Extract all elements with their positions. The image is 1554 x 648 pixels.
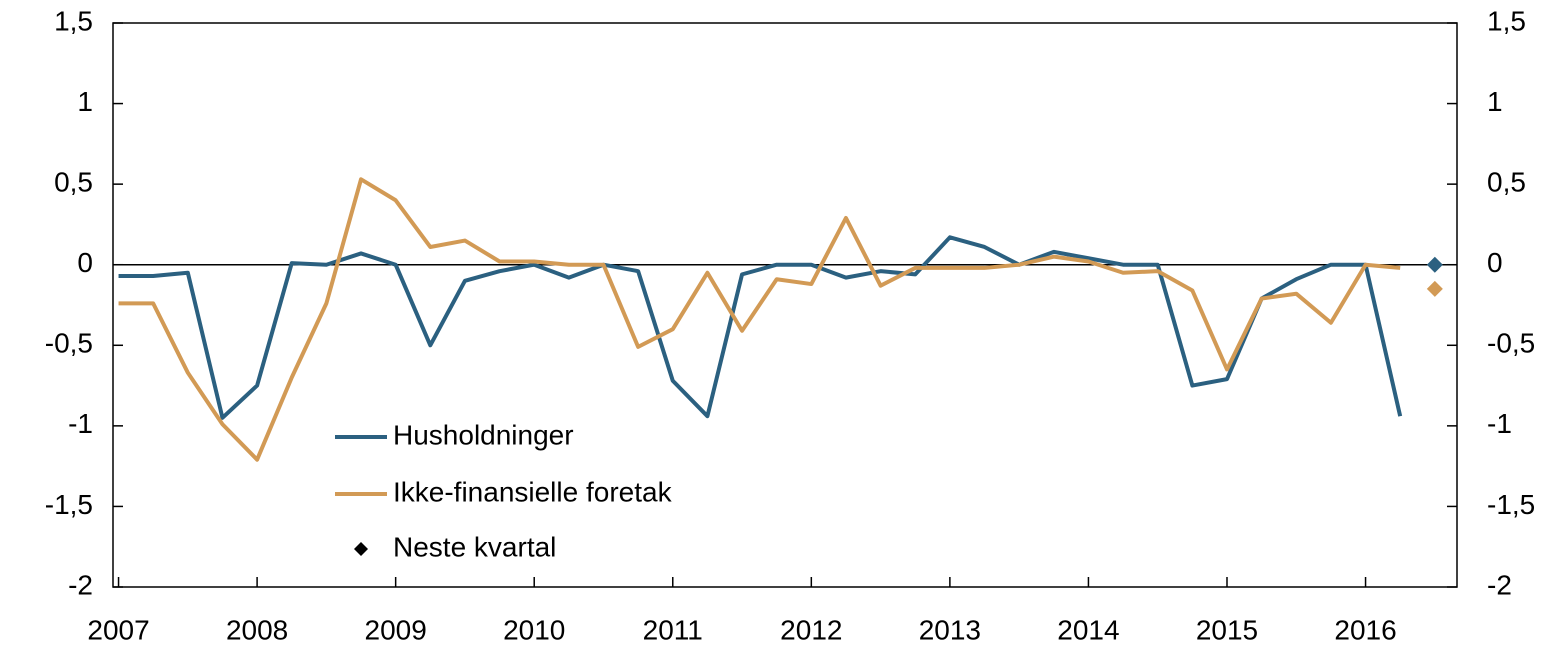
x-tick-label: 2011 xyxy=(643,614,703,645)
x-tick-label: 2007 xyxy=(87,614,149,645)
y-tick-label: -0,5 xyxy=(45,328,93,359)
y2-tick-label: -1,5 xyxy=(1487,489,1535,520)
y2-tick-label: 1 xyxy=(1487,86,1503,117)
x-tick-label: 2009 xyxy=(365,614,427,645)
next-quarter-marker xyxy=(1426,256,1443,273)
y2-tick-label: 1,5 xyxy=(1487,5,1526,36)
y-tick-label: -1 xyxy=(68,408,93,439)
y2-tick-label: -1 xyxy=(1487,408,1512,439)
legend-marker xyxy=(354,542,368,556)
y-tick-label: -1,5 xyxy=(45,489,93,520)
y-tick-label: 1,5 xyxy=(54,5,93,36)
plot-frame xyxy=(112,22,1458,588)
y-tick-label: 0,5 xyxy=(54,167,93,198)
series-line xyxy=(118,235,1403,420)
x-tick-label: 2008 xyxy=(226,614,288,645)
y-tick-label: 1 xyxy=(77,86,93,117)
x-tick-label: 2014 xyxy=(1057,614,1119,645)
y2-tick-label: -0,5 xyxy=(1487,328,1535,359)
legend-label: Neste kvartal xyxy=(393,531,556,562)
series-line xyxy=(118,177,1401,462)
next-quarter-marker xyxy=(1426,280,1443,297)
y2-tick-label: 0,5 xyxy=(1487,167,1526,198)
x-tick-label: 2010 xyxy=(503,614,565,645)
legend-label: Husholdninger xyxy=(393,419,574,450)
x-tick-label: 2015 xyxy=(1196,614,1258,645)
y2-tick-label: 0 xyxy=(1487,247,1503,278)
y-tick-label: 0 xyxy=(77,247,93,278)
x-tick-label: 2016 xyxy=(1334,614,1396,645)
legend-label: Ikke-finansielle foretak xyxy=(393,476,673,507)
y2-tick-label: -2 xyxy=(1487,569,1512,600)
y-tick-label: -2 xyxy=(68,569,93,600)
x-tick-label: 2013 xyxy=(919,614,981,645)
x-tick-label: 2012 xyxy=(780,614,842,645)
